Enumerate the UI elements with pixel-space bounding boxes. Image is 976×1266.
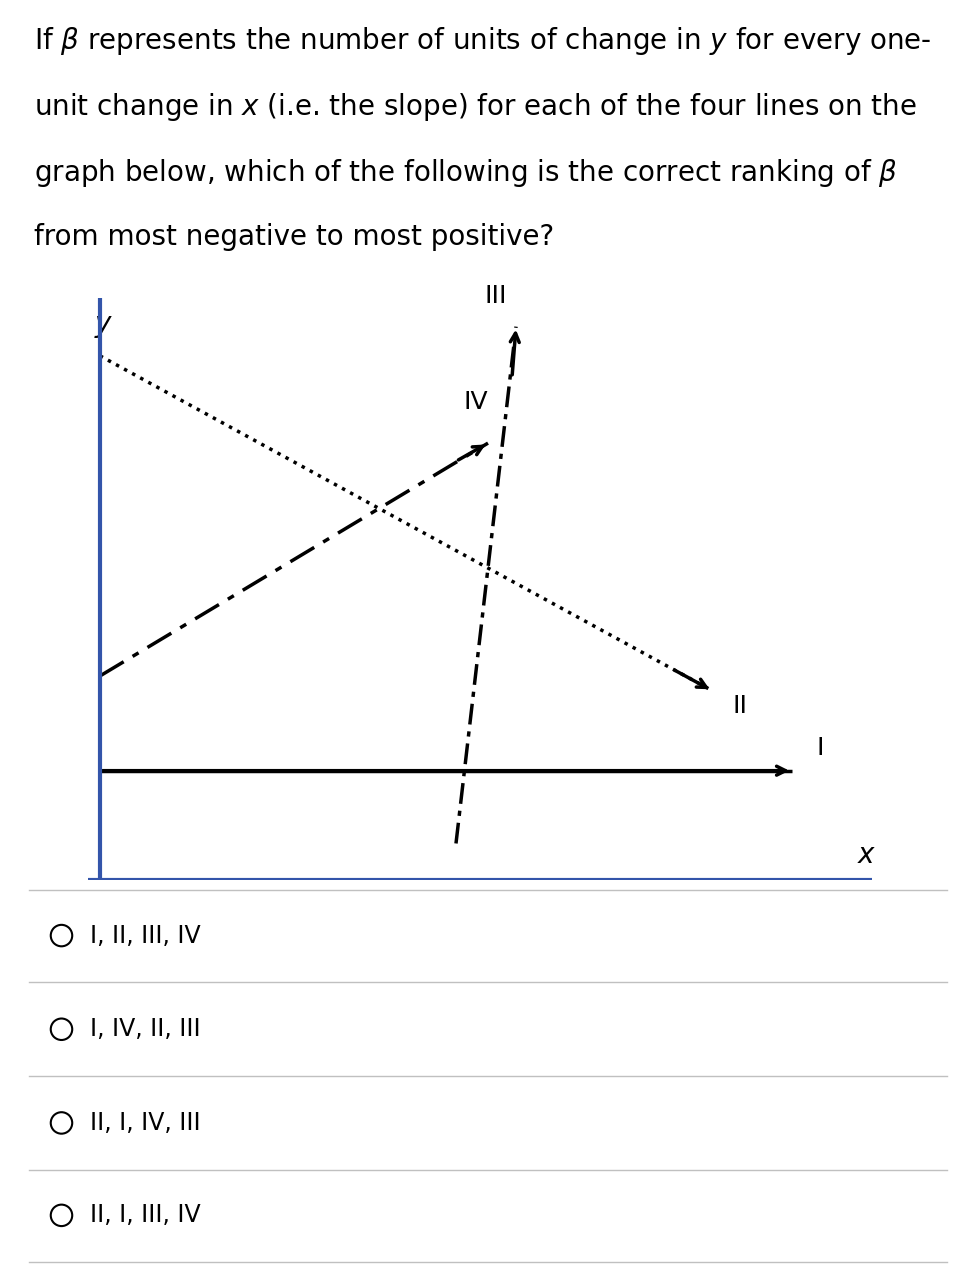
Text: unit change in $x$ (i.e. the slope) for each of the four lines on the: unit change in $x$ (i.e. the slope) for … <box>34 91 916 123</box>
Text: I: I <box>816 736 824 760</box>
Text: I, IV, II, III: I, IV, II, III <box>90 1018 200 1041</box>
Text: $y$: $y$ <box>95 311 113 341</box>
Text: II: II <box>732 694 747 718</box>
Text: II, I, III, IV: II, I, III, IV <box>90 1204 200 1227</box>
Text: If $\beta$ represents the number of units of change in $y$ for every one-: If $\beta$ represents the number of unit… <box>34 25 932 57</box>
Text: II, I, IV, III: II, I, IV, III <box>90 1112 200 1134</box>
Text: $x$: $x$ <box>857 841 876 868</box>
Text: I, II, III, IV: I, II, III, IV <box>90 924 200 947</box>
Text: III: III <box>485 285 508 309</box>
Text: from most negative to most positive?: from most negative to most positive? <box>34 223 554 251</box>
Text: IV: IV <box>464 390 489 414</box>
Text: graph below, which of the following is the correct ranking of $\beta$: graph below, which of the following is t… <box>34 157 898 189</box>
